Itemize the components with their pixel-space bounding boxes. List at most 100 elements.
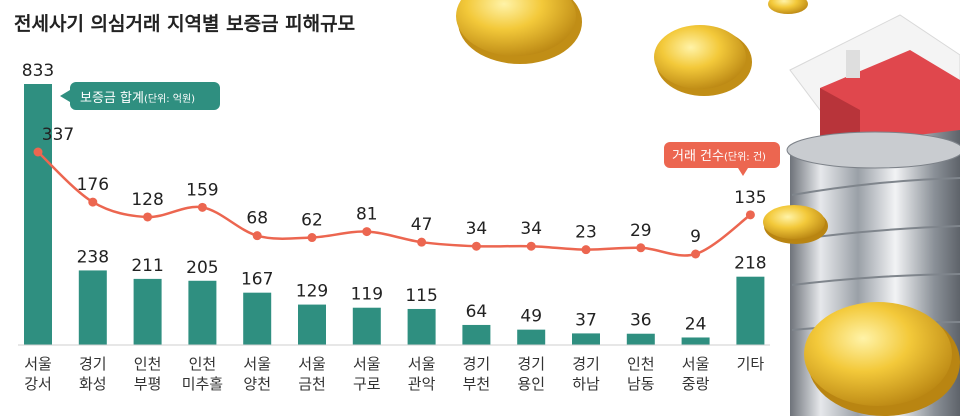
category-label-7-0: 서울 (408, 355, 436, 373)
category-label-5-0: 서울 (298, 355, 326, 373)
svg-text:거래 건수(단위: 건): 거래 건수(단위: 건) (672, 149, 766, 164)
bar-value-label-8: 64 (466, 302, 488, 322)
category-label-6-0: 서울 (353, 355, 381, 373)
category-label-12-1: 중랑 (682, 375, 710, 393)
category-label-11-1: 남동 (627, 375, 655, 393)
category-label-5-1: 금천 (298, 375, 326, 393)
line-point-3 (197, 202, 207, 212)
line-point-4 (252, 231, 262, 241)
line-value-label-5: 62 (301, 211, 323, 231)
line-point-11 (636, 243, 646, 253)
line-point-5 (307, 233, 317, 243)
decorative-illustration (456, 0, 960, 416)
bar-value-label-11: 36 (630, 311, 652, 331)
bar-value-label-1: 238 (77, 247, 109, 267)
category-label-12-0: 서울 (682, 355, 710, 373)
bar-5 (298, 304, 326, 345)
bar-legend-callout: 보증금 합계(단위: 억원) (60, 82, 220, 110)
line-value-label-13: 135 (734, 188, 766, 208)
line-value-label-6: 81 (356, 205, 378, 225)
line-point-12 (691, 249, 701, 259)
category-label-7-1: 관악 (408, 375, 436, 393)
line-point-9 (526, 241, 536, 251)
bar-3 (188, 280, 217, 345)
bar-value-label-5: 129 (296, 282, 328, 302)
bar-value-label-2: 211 (131, 256, 163, 276)
line-value-label-2: 128 (131, 190, 163, 210)
line-point-13 (745, 210, 755, 220)
line-point-0 (33, 147, 43, 157)
line-value-label-8: 34 (466, 219, 488, 239)
category-label-4-0: 서울 (243, 355, 271, 373)
category-label-10-0: 경기 (572, 355, 600, 373)
chart-title: 전세사기 의심거래 지역별 보증금 피해규모 (14, 13, 355, 35)
line-point-8 (471, 241, 481, 251)
bar-12 (681, 337, 710, 345)
line-point-1 (88, 197, 98, 207)
line-point-6 (362, 227, 372, 237)
bar-10 (572, 333, 600, 345)
category-label-3-0: 인천 (189, 355, 217, 373)
bar-value-label-3: 205 (186, 258, 218, 278)
category-label-6-1: 구로 (353, 375, 381, 393)
line-value-label-0: 337 (42, 125, 74, 145)
category-label-1-1: 화성 (79, 375, 107, 393)
line-value-label-12: 9 (690, 227, 701, 247)
line-value-label-7: 47 (411, 215, 433, 235)
coin-icon (763, 205, 828, 244)
category-label-0-0: 서울 (24, 355, 52, 373)
line-legend-unit: (단위: 건) (724, 150, 766, 163)
bar-6 (352, 307, 381, 345)
coin-icon (768, 0, 808, 14)
coin-icon (456, 0, 582, 64)
bar-2 (133, 278, 162, 345)
category-label-8-0: 경기 (463, 355, 491, 373)
bar-legend-unit: (단위: 억원) (144, 92, 195, 105)
category-label-4-1: 양천 (243, 375, 271, 393)
line-legend-name: 거래 건수 (672, 149, 724, 164)
bar-value-label-7: 115 (405, 286, 437, 306)
bar-9 (517, 329, 546, 345)
bar-13 (736, 276, 765, 345)
line-point-2 (143, 212, 153, 222)
bar-legend-name: 보증금 합계 (80, 91, 144, 106)
category-label-3-1: 미추홀 (182, 375, 223, 393)
bar-value-label-0: 833 (22, 61, 54, 81)
bar-value-label-9: 49 (520, 307, 542, 327)
line-value-label-9: 34 (520, 219, 542, 239)
category-label-2-0: 인천 (134, 355, 162, 373)
line-value-label-1: 176 (77, 175, 109, 195)
bar-value-label-4: 167 (241, 270, 273, 290)
line-value-label-11: 29 (630, 221, 652, 241)
bar-value-label-12: 24 (685, 314, 707, 334)
line-value-label-10: 23 (575, 223, 597, 243)
line-legend-callout: 거래 건수(단위: 건) (664, 142, 780, 176)
line-value-label-4: 68 (246, 209, 268, 229)
category-label-9-1: 용인 (517, 375, 545, 393)
category-label-2-1: 부평 (134, 375, 162, 393)
bar-11 (626, 333, 655, 345)
bar-value-label-10: 37 (575, 310, 597, 330)
bar-0 (24, 84, 52, 345)
bar-1 (78, 270, 107, 345)
bar-value-label-6: 119 (351, 285, 383, 305)
category-label-10-1: 하남 (572, 375, 600, 393)
bar-8 (462, 324, 491, 345)
line-point-10 (581, 245, 591, 255)
category-label-9-0: 경기 (517, 355, 545, 373)
svg-text:보증금 합계(단위: 억원): 보증금 합계(단위: 억원) (80, 91, 195, 106)
bar-value-label-13: 218 (734, 254, 766, 274)
category-label-1-0: 경기 (79, 355, 107, 373)
bar-7 (407, 308, 436, 345)
line-point-7 (417, 237, 427, 247)
category-label-0-1: 강서 (24, 375, 52, 393)
category-label-11-0: 인천 (627, 355, 655, 373)
coin-icon (654, 25, 752, 96)
coin-icon (804, 302, 960, 416)
line-value-label-3: 159 (186, 180, 218, 200)
bar-4 (243, 292, 272, 345)
category-label-13-0: 기타 (737, 355, 765, 373)
category-label-8-1: 부천 (463, 375, 491, 393)
